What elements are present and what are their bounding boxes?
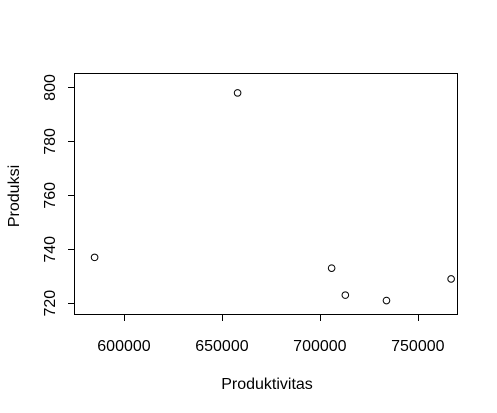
- y-tick-label: 740: [42, 236, 59, 263]
- y-tick-label: 720: [42, 290, 59, 317]
- plot-frame: [74, 73, 458, 315]
- data-point: [382, 296, 391, 305]
- data-points: [90, 89, 455, 305]
- data-point: [233, 89, 242, 97]
- y-axis: 720 740 760 780 800: [42, 74, 75, 317]
- y-tick-label: 800: [42, 74, 59, 101]
- data-point: [327, 264, 336, 272]
- x-tick-label: 650000: [195, 338, 248, 355]
- x-tick-label: 600000: [97, 338, 150, 355]
- data-point: [90, 253, 99, 262]
- x-axis-title: Produktivitas: [221, 376, 313, 393]
- y-axis-title: Produksi: [6, 165, 23, 227]
- x-tick-label: 700000: [293, 338, 346, 355]
- x-tick-label: 750000: [391, 338, 444, 355]
- x-axis: 600000 650000 700000 750000: [97, 314, 445, 355]
- y-tick-label: 760: [42, 182, 59, 209]
- data-point: [447, 275, 455, 283]
- y-tick-label: 780: [42, 128, 59, 155]
- data-point: [341, 291, 350, 299]
